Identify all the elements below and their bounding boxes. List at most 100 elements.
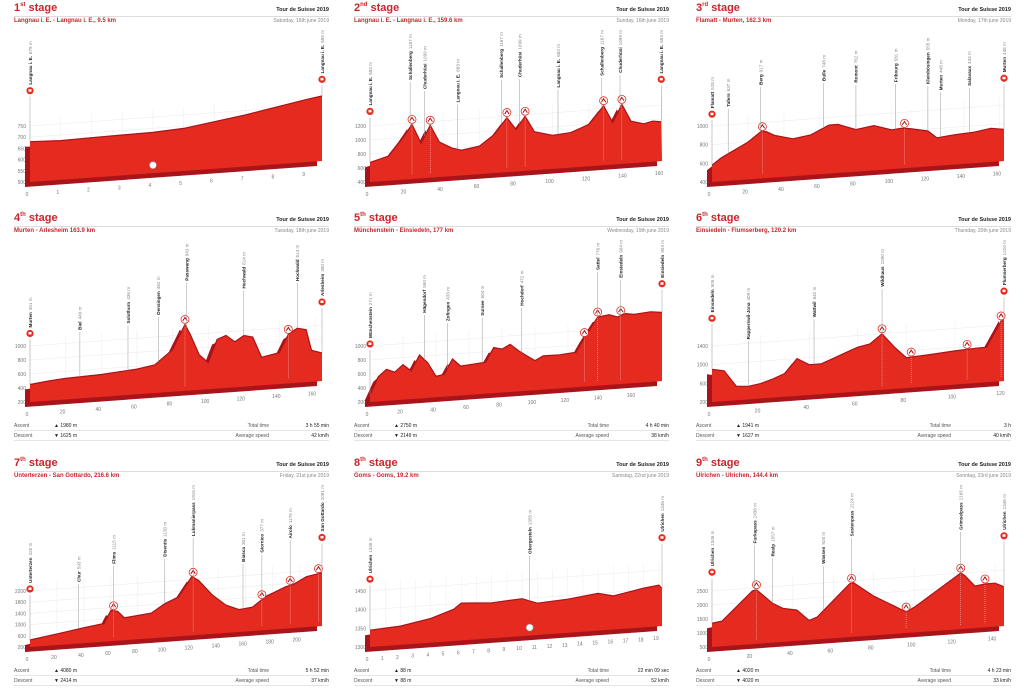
waypoint-label: Münchenstein 271 m xyxy=(368,292,373,338)
mountain-glyph xyxy=(522,108,528,114)
average-speed-label: Average speed xyxy=(917,433,951,439)
grid-line xyxy=(711,104,1005,127)
stage-route: Goms - Goms, 19.2 km xyxy=(354,473,419,479)
waypoint-label: Wassen928 m xyxy=(821,532,826,564)
waypoint-altitude: 2224 m xyxy=(849,493,854,508)
total-time-label: Total time xyxy=(929,423,951,429)
ascent-label: Ascent xyxy=(14,423,30,429)
x-tick-label: 3 xyxy=(118,185,121,191)
mountain-climb-icon xyxy=(502,108,512,117)
flag-glyph xyxy=(320,300,324,303)
waypoint-label: Chur 593 m xyxy=(76,556,81,582)
x-tick-label: 100 xyxy=(528,400,537,406)
mountain-glyph xyxy=(619,96,625,102)
waypoint-name: Murten xyxy=(1002,57,1007,73)
mountain-climb-icon xyxy=(580,328,589,337)
stage-subheader: Langnau i. E. - Langnau i. E., 159.6 km … xyxy=(354,18,669,26)
waypoint-altitude: 642 m xyxy=(812,286,817,299)
ascent-value: ▲ 88 m xyxy=(394,668,412,674)
mountain-climb-icon xyxy=(996,311,1006,321)
waypoint-name: Hägendorf xyxy=(422,289,427,312)
x-tick-label: 80 xyxy=(868,645,874,651)
waypoint-name: Einsiedeln xyxy=(619,255,624,278)
stage-date: Saturday, 16th june 2019 xyxy=(273,18,329,24)
waypoint-altitude: 904 m xyxy=(619,240,624,253)
y-tick-label: 1400 xyxy=(355,608,366,614)
waypoint-altitude: 1167 m xyxy=(408,34,413,49)
waypoint-name: Chuderhüsi xyxy=(517,52,522,78)
profile-ridge-line xyxy=(711,572,1005,624)
waypoint-label: Grimselpass 2165 m xyxy=(959,485,964,530)
y-tick-label: 600 xyxy=(358,166,367,172)
average-speed-value: 42 km/h xyxy=(311,433,329,439)
x-tick-label: 19 xyxy=(653,636,659,642)
stage-header: 1st stage Tour de Suisse 2019 xyxy=(14,2,329,17)
average-speed-value: 33 km/h xyxy=(993,678,1011,684)
y-tick-label: 750 xyxy=(18,124,27,130)
x-tick-label: 20 xyxy=(747,654,753,660)
x-tick-label: 20 xyxy=(755,409,761,415)
y-tick-label: 1400 xyxy=(697,344,708,350)
descent-value: ▼ 4020 m xyxy=(736,678,760,684)
stage-stats: Ascent ▲ 4080 m Total time 5 h 52 min De… xyxy=(14,667,329,687)
x-tick-label: 18 xyxy=(638,637,644,643)
x-tick-label: 160 xyxy=(239,641,248,647)
waypoint-altitude: 504 m xyxy=(480,285,485,298)
stage-ordinal: th xyxy=(20,212,26,219)
stage-date: Friday, 21st june 2019 xyxy=(279,473,329,479)
waypoint-label: Zofingen 433 m xyxy=(445,287,450,321)
waypoint-name: Schallenberg xyxy=(600,47,605,76)
stage-number: 1 xyxy=(14,2,21,14)
waypoint-label: Einsiedeln 905 m xyxy=(710,274,715,312)
x-tick-label: 60 xyxy=(828,648,834,654)
waypoint-name: Hochwald xyxy=(295,259,300,281)
profile-ridge-line xyxy=(711,123,1005,166)
stats-row-2: Descent ▼ 88 m Average speed 52 km/h xyxy=(354,677,669,686)
y-tick-label: 400 xyxy=(358,180,367,186)
x-tick-label: 0 xyxy=(366,192,369,198)
flag-glyph xyxy=(660,536,664,539)
waypoint-altitude: 748 m xyxy=(821,55,826,68)
stage-word: stage xyxy=(368,457,398,469)
waypoint-altitude: 683 m xyxy=(455,59,460,72)
waypoint-name: Airolo xyxy=(288,525,293,538)
waypoint-altitude: 904 m xyxy=(660,240,665,253)
waypoint-label: Hägendorf550 m xyxy=(422,275,427,313)
mountain-climb-icon xyxy=(901,602,911,612)
stage-number: 8 xyxy=(354,457,361,469)
waypoint-name: Murten xyxy=(938,75,943,91)
total-time-value: 3 h xyxy=(1004,423,1011,429)
mountain-glyph xyxy=(600,97,607,103)
stage-panel: 1300 1350 1400 1450 0 1 2 3 4 5 6 7 8 9 10 11 12 13 14 15 16… xyxy=(350,457,675,692)
x-tick-label: 60 xyxy=(474,184,480,190)
waypoint-name: Rapperswil-Jona xyxy=(746,302,751,339)
mountain-glyph xyxy=(581,329,588,335)
y-tick-label: 800 xyxy=(358,358,367,364)
stage-title: 2nd stage xyxy=(354,2,399,14)
waypoint-name: Flims xyxy=(111,551,116,563)
waypoint-label: Rapperswil-Jona409 m xyxy=(746,288,751,340)
waypoint-name: Wattwil xyxy=(812,301,817,317)
tour-name: Tour de Suisse 2019 xyxy=(616,7,669,13)
waypoint-label: Chuderhüsi 1099 m xyxy=(423,46,428,89)
flag-glyph xyxy=(320,535,324,539)
waypoint-altitude: 528 m xyxy=(710,77,715,90)
total-time-value: 4 h 40 min xyxy=(645,423,669,429)
x-tick-label: 6 xyxy=(457,650,460,656)
waypoint-label: Chuderhüsi 1099 m xyxy=(618,30,623,73)
x-tick-label: 9 xyxy=(502,647,505,653)
stage-word: stage xyxy=(28,457,58,469)
mountain-glyph xyxy=(964,341,970,347)
mountain-climb-icon xyxy=(520,106,530,116)
waypoint-altitude: 462 m xyxy=(156,276,161,289)
waypoint-name: Sattel xyxy=(595,258,600,271)
waypoint-name: Murten xyxy=(28,312,33,328)
stage-word: stage xyxy=(368,212,398,224)
y-tick-label: 400 xyxy=(18,386,27,392)
ascent-label: Ascent xyxy=(14,668,30,674)
waypoint-label: Langnau i. E. 679 m xyxy=(28,41,33,85)
x-tick-label: 160 xyxy=(655,171,664,177)
waypoint-name: Passwang xyxy=(185,258,190,281)
elevation-profile-area xyxy=(712,573,1004,647)
stage-date: Sunday, 16th june 2019 xyxy=(616,18,669,24)
